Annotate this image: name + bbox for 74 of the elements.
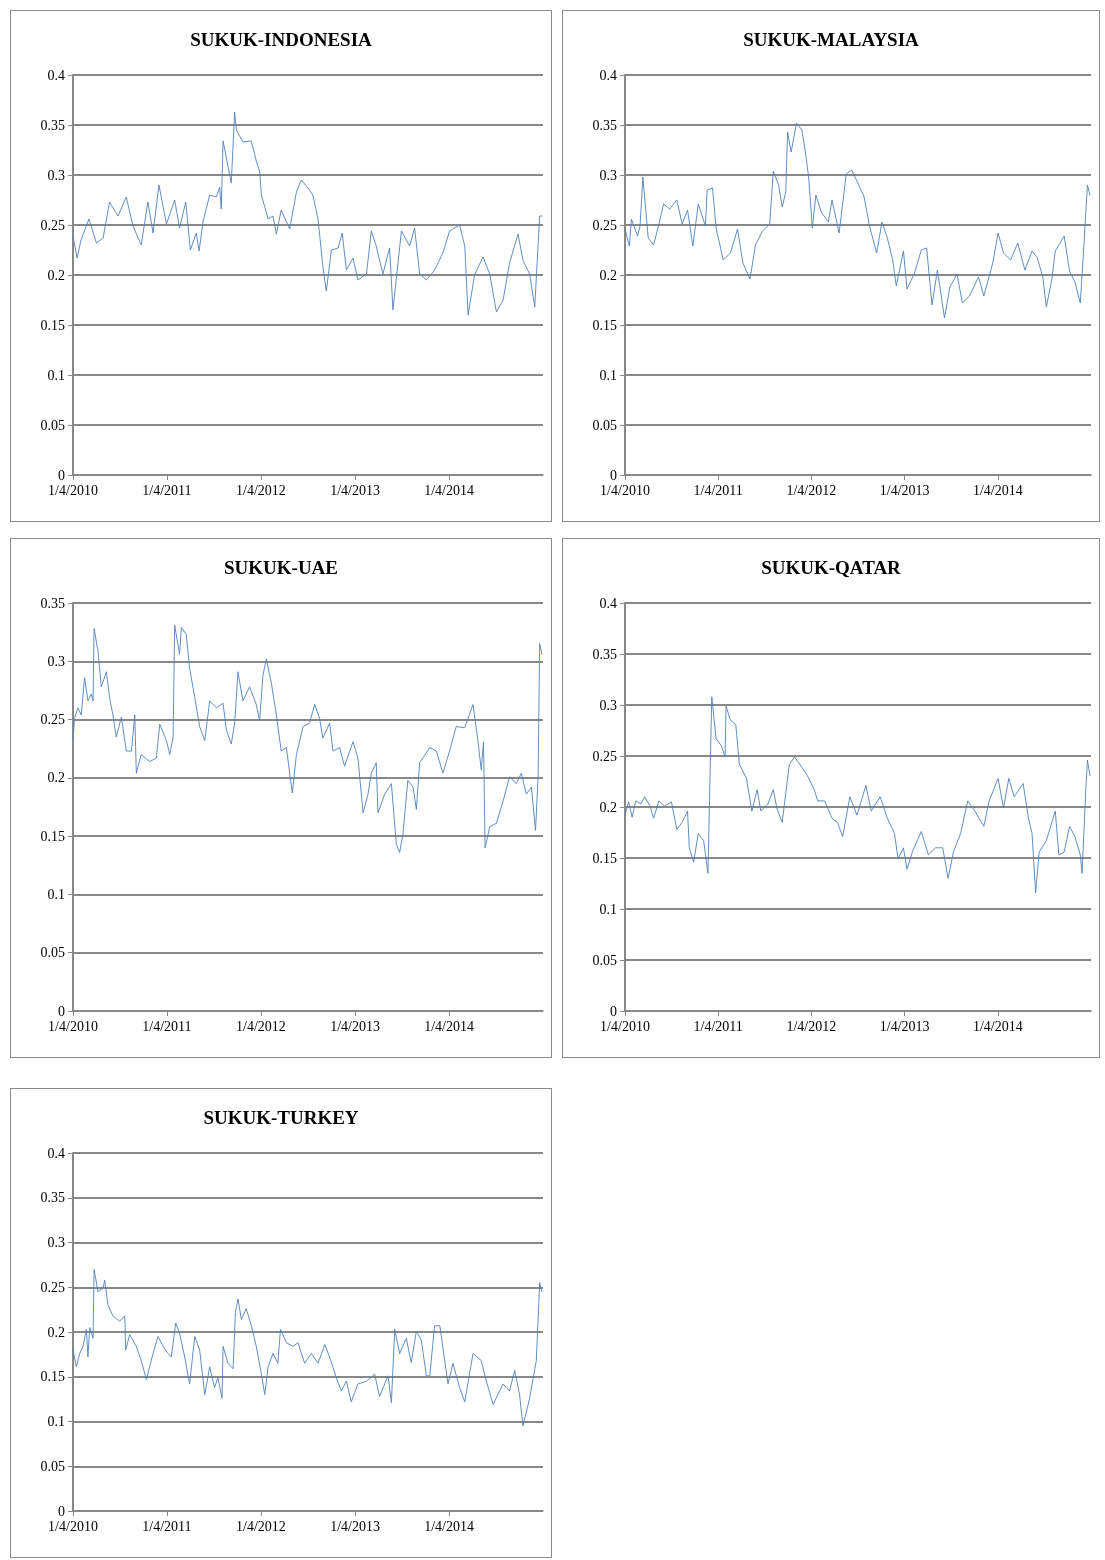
y-tick-label: 0.2 xyxy=(599,799,617,815)
y-tick-label: 0.1 xyxy=(599,367,617,383)
y-tick-label: 0.3 xyxy=(47,167,65,183)
x-tick-label: 1/4/2010 xyxy=(48,482,98,498)
y-tick-label: 0.05 xyxy=(592,417,617,433)
y-tick-label: 0.25 xyxy=(40,1279,65,1295)
x-tick-label: 1/4/2014 xyxy=(424,482,474,498)
x-tick-label: 1/4/2014 xyxy=(424,1018,474,1034)
y-tick-label: 0.3 xyxy=(599,697,617,713)
chart-title: SUKUK-QATAR xyxy=(761,557,902,578)
y-tick-label: 0 xyxy=(58,467,65,483)
y-tick-label: 0.05 xyxy=(40,1458,65,1474)
x-tick-label: 1/4/2014 xyxy=(972,482,1023,498)
y-tick-label: 0.25 xyxy=(592,748,617,764)
x-tick-label: 1/4/2013 xyxy=(879,482,930,498)
y-tick-label: 0.05 xyxy=(592,952,617,968)
chart-title: SUKUK-INDONESIA xyxy=(190,29,373,50)
x-tick-label: 1/4/2011 xyxy=(693,482,743,498)
y-tick-label: 0.25 xyxy=(40,217,65,233)
y-tick-label: 0.2 xyxy=(47,1324,65,1340)
y-tick-label: 0.05 xyxy=(40,417,65,433)
x-tick-label: 1/4/2013 xyxy=(879,1018,930,1034)
y-tick-label: 0.4 xyxy=(47,1145,65,1161)
y-tick-label: 0.35 xyxy=(592,646,617,662)
y-tick-label: 0.15 xyxy=(40,317,65,333)
y-tick-label: 0.25 xyxy=(592,217,617,233)
y-tick-label: 0.15 xyxy=(40,828,65,844)
y-tick-label: 0.2 xyxy=(47,267,65,283)
y-tick-label: 0.4 xyxy=(47,67,65,83)
x-tick-label: 1/4/2013 xyxy=(330,1518,380,1534)
x-tick-label: 1/4/2013 xyxy=(330,482,380,498)
y-tick-label: 0.1 xyxy=(47,367,65,383)
x-tick-label: 1/4/2014 xyxy=(972,1018,1023,1034)
y-tick-label: 0.3 xyxy=(47,653,65,669)
x-tick-label: 1/4/2012 xyxy=(786,482,837,498)
chart-title: SUKUK-MALAYSIA xyxy=(743,29,920,50)
y-tick-label: 0.15 xyxy=(592,850,617,866)
x-tick-label: 1/4/2013 xyxy=(330,1018,380,1034)
chart-title: SUKUK-UAE xyxy=(223,557,339,578)
y-tick-label: 0 xyxy=(610,1003,617,1019)
y-tick-label: 0 xyxy=(58,1503,65,1519)
y-tick-label: 0.3 xyxy=(599,167,617,183)
y-tick-label: 0.1 xyxy=(599,901,617,917)
y-tick-label: 0.2 xyxy=(599,267,617,283)
y-tick-label: 0.15 xyxy=(40,1369,65,1385)
x-tick-label: 1/4/2010 xyxy=(48,1018,98,1034)
y-tick-label: 0 xyxy=(610,467,617,483)
y-tick-label: 0.15 xyxy=(592,317,617,333)
y-tick-label: 0.2 xyxy=(47,770,65,786)
y-tick-label: 0.1 xyxy=(47,886,65,902)
y-tick-label: 0.35 xyxy=(40,595,65,611)
y-tick-label: 0.25 xyxy=(40,712,65,728)
y-tick-label: 0.1 xyxy=(47,1414,65,1429)
x-tick-label: 1/4/2011 xyxy=(693,1018,743,1034)
x-tick-label: 1/4/2010 xyxy=(600,1018,650,1034)
y-tick-label: 0.35 xyxy=(40,117,65,133)
x-tick-label: 1/4/2014 xyxy=(424,1518,474,1534)
chart-title: SUKUK-TURKEY xyxy=(203,1107,359,1128)
y-tick-label: 0.3 xyxy=(47,1235,65,1250)
y-tick-label: 0.35 xyxy=(592,117,617,133)
x-tick-label: 1/4/2012 xyxy=(236,1518,286,1534)
y-tick-label: 0 xyxy=(58,1003,65,1019)
y-tick-label: 0.4 xyxy=(599,67,617,83)
x-tick-label: 1/4/2011 xyxy=(142,1018,192,1034)
y-tick-label: 0.4 xyxy=(599,595,617,611)
x-tick-label: 1/4/2010 xyxy=(48,1518,98,1534)
x-tick-label: 1/4/2012 xyxy=(786,1018,837,1034)
x-tick-label: 1/4/2011 xyxy=(142,1518,192,1534)
x-tick-label: 1/4/2012 xyxy=(236,482,286,498)
y-tick-label: 0.05 xyxy=(40,945,65,961)
y-tick-label: 0.35 xyxy=(40,1190,65,1206)
x-tick-label: 1/4/2012 xyxy=(236,1018,286,1034)
x-tick-label: 1/4/2011 xyxy=(142,482,192,498)
x-tick-label: 1/4/2010 xyxy=(600,482,650,498)
